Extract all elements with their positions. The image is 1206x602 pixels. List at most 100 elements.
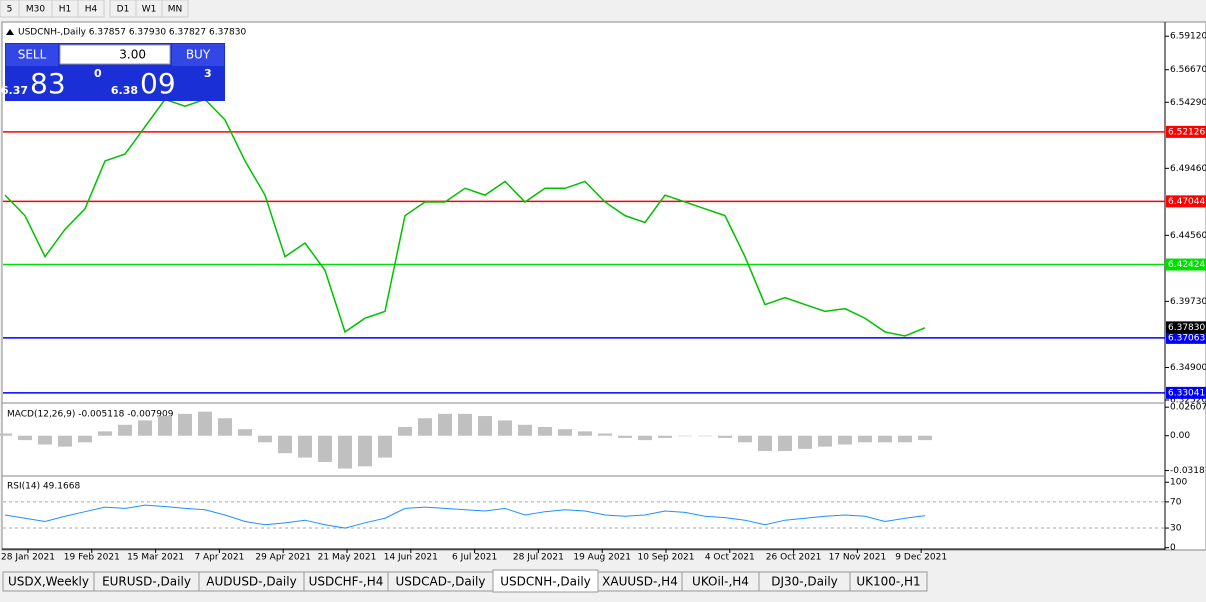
date-label: 29 Apr 2021: [255, 553, 311, 563]
macd-bar: [18, 435, 32, 441]
date-label: 17 Nov 2021: [829, 553, 887, 563]
current-price-bg: [1166, 321, 1206, 334]
date-label: 9 Dec 2021: [895, 553, 947, 563]
macd-bar: [98, 431, 112, 436]
price-tick-label: 6.54290: [1170, 98, 1206, 108]
macd-bar: [318, 435, 332, 462]
macd-bar: [618, 435, 632, 438]
tab-label[interactable]: UKOil-,H4: [692, 575, 749, 589]
level-label-bg: [1166, 195, 1206, 208]
macd-bar: [398, 426, 412, 436]
macd-bar: [418, 418, 432, 436]
macd-bar: [378, 435, 392, 458]
toolbar-label[interactable]: D1: [117, 5, 130, 15]
date-label: 28 Jul 2021: [513, 553, 564, 563]
macd-bar: [638, 435, 652, 441]
date-label: 14 Jun 2021: [384, 553, 438, 563]
macd-bar: [518, 424, 532, 436]
macd-bar: [558, 429, 572, 436]
macd-bar: [478, 416, 492, 436]
date-label: 28 Jan 2021: [1, 553, 55, 563]
macd-bar: [0, 433, 12, 436]
macd-bar: [838, 435, 852, 445]
ask-frac: 3: [204, 67, 212, 80]
toolbar-label[interactable]: W1: [142, 5, 157, 15]
tab-label[interactable]: DJ30-,Daily: [771, 575, 838, 589]
level-label-bg: [1166, 386, 1206, 399]
tab-label[interactable]: USDCHF-,H4: [309, 575, 384, 589]
toolbar-label[interactable]: 5: [7, 5, 13, 15]
date-label: 7 Apr 2021: [194, 553, 244, 563]
volume-input[interactable]: [59, 44, 171, 65]
date-label: 26 Oct 2021: [766, 553, 822, 563]
level-label: 6.33041: [1168, 388, 1205, 398]
macd-bar: [358, 435, 372, 467]
macd-bar: [158, 416, 172, 436]
macd-bar: [858, 435, 872, 443]
tab-label[interactable]: XAUUSD-,H4: [602, 575, 678, 589]
sell-label[interactable]: SELL: [18, 48, 47, 62]
toolbar-label[interactable]: MN: [168, 5, 183, 15]
date-label: 6 Jul 2021: [452, 553, 497, 563]
sell-button[interactable]: [6, 44, 58, 66]
price-tick-label: 6.34900: [1170, 363, 1206, 373]
level-label: 6.42424: [1168, 260, 1205, 270]
macd-bar: [138, 420, 152, 436]
tab[interactable]: [849, 571, 928, 592]
macd-bar: [238, 429, 252, 436]
tab-label[interactable]: EURUSD-,Daily: [102, 575, 191, 589]
macd-bar: [38, 435, 52, 445]
bid-pips: 83: [30, 67, 66, 100]
level-label-bg: [1166, 258, 1206, 271]
rsi-line: [4, 504, 926, 529]
price-tick-label: 6.32520: [1170, 396, 1206, 406]
price-line: [4, 98, 926, 337]
toolbar-label[interactable]: H1: [59, 5, 72, 15]
macd-bar: [718, 435, 732, 438]
rsi-tick-label: 0: [1170, 543, 1176, 553]
price-tick-label: 6.59120: [1170, 32, 1206, 42]
date-label: 21 May 2021: [318, 553, 377, 563]
level-label: 6.47044: [1168, 197, 1205, 207]
macd-bar: [458, 413, 472, 436]
macd-bar: [198, 411, 212, 436]
macd-bar: [438, 413, 452, 436]
level-label: 6.37063: [1168, 333, 1205, 343]
price-tick-label: 6.39730: [1170, 297, 1206, 307]
toolbar-label[interactable]: M30: [26, 5, 45, 15]
macd-bar: [598, 433, 612, 436]
macd-bar: [258, 435, 272, 443]
price-tick-label: 6.56670: [1170, 65, 1206, 75]
macd-bar: [678, 435, 692, 437]
rsi-label: RSI(14) 49.1668: [7, 482, 80, 492]
buy-button[interactable]: [172, 44, 224, 66]
macd-bar: [658, 435, 672, 438]
toolbar-button[interactable]: [77, 0, 105, 18]
buy-label[interactable]: BUY: [186, 48, 211, 62]
macd-bar: [118, 424, 132, 436]
rsi-tick-label: 30: [1170, 524, 1182, 534]
current-price-label: 6.37830: [1168, 323, 1205, 333]
tab-label[interactable]: AUDUSD-,Daily: [206, 575, 296, 589]
macd-bar: [818, 435, 832, 447]
tab-label[interactable]: USDCAD-,Daily: [396, 575, 486, 589]
toolbar-button[interactable]: [161, 0, 189, 18]
date-label: 4 Oct 2021: [705, 553, 755, 563]
macd-bar: [698, 435, 712, 437]
tab-label[interactable]: USDX,Weekly: [8, 575, 89, 589]
rsi-tick-label: 100: [1170, 478, 1187, 488]
tab-label[interactable]: UK100-,H1: [856, 575, 920, 589]
level-label-bg: [1166, 331, 1206, 344]
macd-bar: [758, 435, 772, 452]
macd-bar: [338, 435, 352, 469]
rsi-tick-label: 70: [1170, 497, 1182, 507]
macd-label: MACD(12,26,9) -0.005118 -0.007909: [7, 410, 174, 420]
macd-bar: [898, 435, 912, 443]
date-label: 19 Feb 2021: [64, 553, 120, 563]
ask-pips: 09: [140, 67, 176, 100]
ask-big: 6.38: [111, 84, 138, 97]
volume-value[interactable]: 3.00: [119, 48, 146, 62]
toolbar-label[interactable]: H4: [85, 5, 98, 15]
tab-label[interactable]: USDCNH-,Daily: [500, 575, 591, 589]
